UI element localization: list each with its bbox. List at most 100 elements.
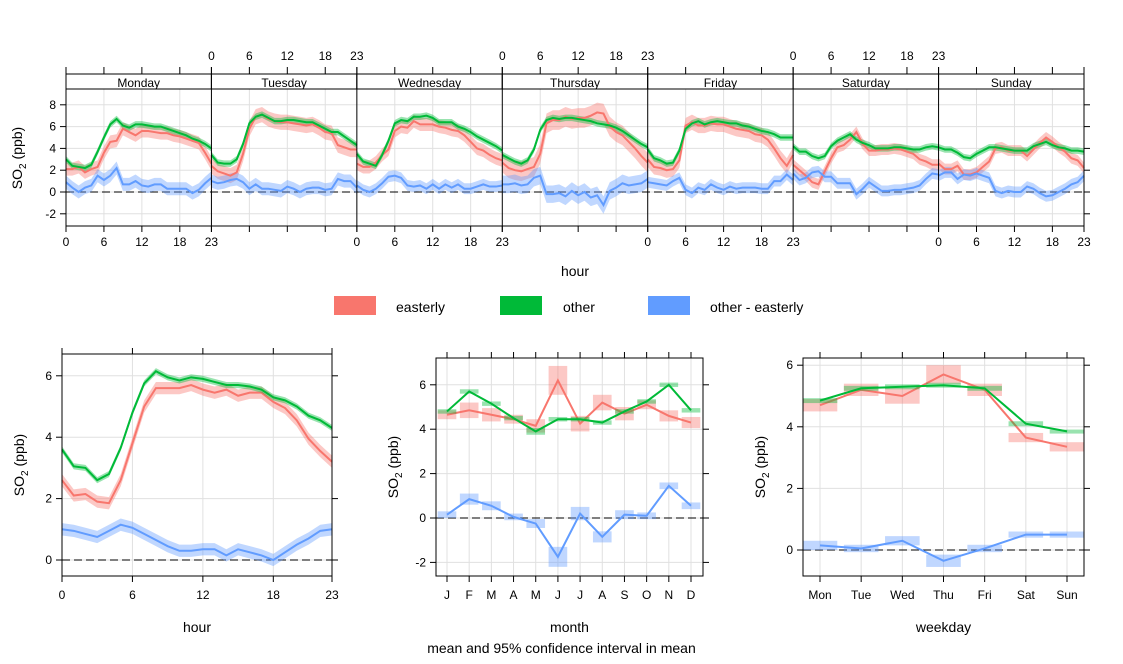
x-tick-label-top: 23	[641, 49, 655, 63]
x-tick-label-top: 0	[790, 49, 797, 63]
x-tick-label: Fri	[978, 588, 992, 602]
ci-band-other	[66, 115, 212, 172]
x-tick-label: Thu	[933, 588, 954, 602]
y-tick-label: 4	[49, 141, 56, 155]
x-tick-label: S	[620, 588, 628, 602]
x-tick-label: 6	[101, 235, 108, 249]
x-tick-label: Mon	[808, 588, 831, 602]
strip-label-saturday: Saturday	[842, 76, 890, 90]
strip-label-tuesday: Tuesday	[261, 76, 307, 90]
ci-band-easterly	[62, 378, 332, 510]
x-tick-label: M	[486, 588, 496, 602]
strip-label-monday: Monday	[117, 76, 160, 90]
x-tick-label: 23	[205, 235, 219, 249]
series-line-other	[65, 117, 212, 170]
ci-band-difference	[938, 166, 1084, 202]
y-tick-label: 6	[45, 369, 52, 383]
x-tick-label: M	[531, 588, 541, 602]
x-axis-title: hour	[183, 619, 211, 635]
legend-swatch-difference	[648, 296, 690, 315]
x-tick-label: 23	[325, 588, 339, 602]
series-line-difference	[647, 173, 794, 195]
series-line-other	[792, 133, 939, 160]
x-tick-label-top: 6	[828, 49, 835, 63]
y-tick-label: 0	[419, 511, 426, 525]
x-tick-label: 18	[1046, 235, 1060, 249]
x-tick-label-top: 18	[609, 49, 623, 63]
y-tick-label: 0	[786, 543, 793, 557]
x-tick-label: 0	[63, 235, 70, 249]
x-tick-label: O	[642, 588, 651, 602]
x-tick-label: 6	[391, 235, 398, 249]
y-tick-label: 4	[419, 422, 426, 436]
legend-swatch-other	[500, 296, 542, 315]
series-line-other	[210, 113, 358, 165]
x-tick-label: 12	[135, 235, 149, 249]
legend-label-other: other	[563, 299, 595, 315]
series-line-difference	[446, 484, 692, 559]
y-tick-label: -2	[415, 555, 426, 569]
x-tick-label: 12	[426, 235, 440, 249]
series-line-other	[446, 383, 692, 433]
x-tick-label: 0	[59, 588, 66, 602]
ci-band-difference	[356, 170, 503, 198]
x-tick-label: N	[664, 588, 673, 602]
x-tick-label: Tue	[851, 588, 872, 602]
x-axis-title: weekday	[915, 619, 971, 635]
x-tick-label: 0	[935, 235, 942, 249]
series-line-other	[938, 140, 1085, 160]
x-tick-label: 6	[129, 588, 136, 602]
x-tick-label-top: 0	[499, 49, 506, 63]
legend-label-easterly: easterly	[396, 299, 445, 315]
y-tick-label: 8	[49, 98, 56, 112]
y-tick-label: 2	[45, 492, 52, 506]
x-tick-label-top: 12	[281, 49, 295, 63]
x-tick-label: 12	[196, 588, 210, 602]
x-tick-label-top: 12	[571, 49, 585, 63]
ci-band-difference	[647, 169, 794, 199]
x-tick-label: A	[598, 588, 606, 602]
x-tick-label: 12	[717, 235, 731, 249]
x-tick-label: 18	[173, 235, 187, 249]
ci-band-easterly	[502, 102, 648, 182]
x-tick-label: 23	[496, 235, 510, 249]
x-tick-label: 18	[464, 235, 478, 249]
x-tick-label: 0	[644, 235, 651, 249]
x-tick-label-top: 6	[246, 49, 253, 63]
x-tick-label: J	[555, 588, 561, 602]
y-axis-title: SO2 (ppb)	[752, 436, 772, 498]
y-axis-title: SO2 (ppb)	[11, 434, 31, 496]
x-tick-label: 12	[1008, 235, 1022, 249]
ci-band-difference	[502, 166, 648, 214]
series-line-difference	[792, 170, 939, 196]
ci-box-other	[1049, 429, 1085, 434]
panel-frame	[435, 357, 704, 577]
strip-label-wednesday: Wednesday	[398, 76, 461, 90]
ci-band-difference	[62, 518, 332, 567]
x-tick-label-top: 23	[932, 49, 946, 63]
y-tick-label: 2	[786, 481, 793, 495]
caption: mean and 95% confidence interval in mean	[427, 640, 696, 656]
series-line-easterly	[66, 127, 213, 174]
series-line-other	[646, 120, 794, 165]
ci-band-difference	[793, 165, 939, 200]
x-tick-label-top: 18	[319, 49, 333, 63]
x-tick-label: 6	[973, 235, 980, 249]
series-line-easterly	[61, 383, 333, 505]
series-line-difference	[61, 523, 333, 562]
panel-frame	[65, 73, 1085, 227]
series-line-easterly	[210, 113, 357, 177]
series-line-easterly	[646, 121, 795, 172]
series-line-difference	[502, 174, 649, 208]
ci-band-difference	[211, 172, 357, 199]
series-line-difference	[819, 533, 1067, 562]
x-tick-label: 0	[354, 235, 361, 249]
x-tick-label-top: 0	[208, 49, 215, 63]
series-line-other	[61, 369, 333, 482]
x-tick-label: F	[466, 588, 473, 602]
y-tick-label: 6	[786, 358, 793, 372]
x-tick-label: A	[510, 588, 518, 602]
x-tick-label: Sat	[1017, 588, 1036, 602]
y-tick-label: 4	[786, 420, 793, 434]
